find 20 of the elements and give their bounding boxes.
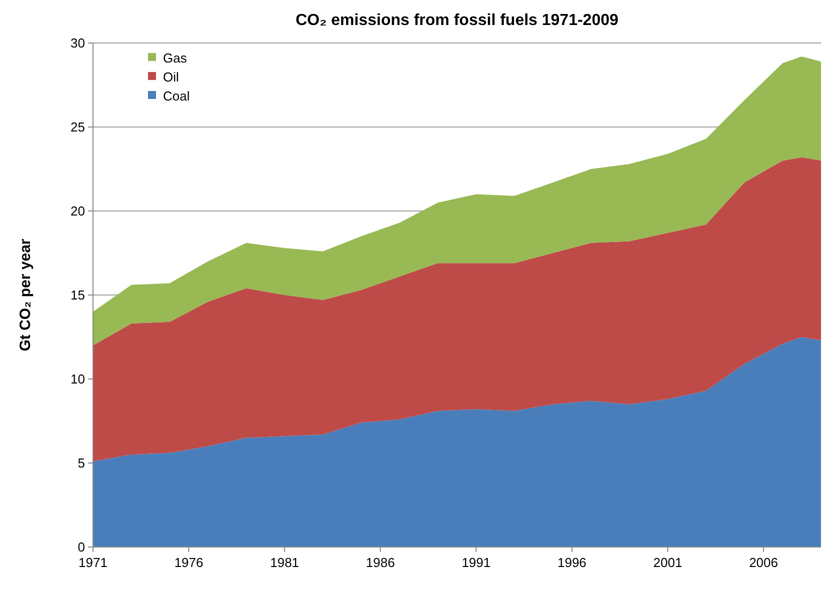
y-tick-label: 0 bbox=[78, 540, 85, 555]
x-tick-label: 1986 bbox=[366, 555, 395, 570]
y-tick-label: 30 bbox=[70, 36, 85, 51]
y-tick-label: 10 bbox=[70, 372, 85, 387]
y-tick-label: 15 bbox=[70, 288, 85, 303]
x-tick-label: 2001 bbox=[653, 555, 682, 570]
x-tick-label: 2006 bbox=[749, 555, 778, 570]
legend-label: Gas bbox=[163, 50, 188, 66]
x-tick-label: 1976 bbox=[174, 555, 204, 570]
y-tick-label: 20 bbox=[70, 204, 85, 219]
y-tick-label: 25 bbox=[70, 120, 85, 135]
x-tick-label: 1996 bbox=[557, 555, 586, 570]
x-tick-label: 1991 bbox=[462, 555, 491, 570]
x-tick-label: 1981 bbox=[270, 555, 300, 570]
x-tick-label: 1971 bbox=[78, 555, 108, 570]
legend-label: Oil bbox=[163, 70, 179, 85]
y-tick-label: 5 bbox=[78, 456, 85, 471]
legend-label: Coal bbox=[163, 88, 190, 104]
chart-title: CO₂ emissions from fossil fuels 1971-2009 bbox=[296, 12, 618, 29]
y-axis-title: Gt CO₂ per year bbox=[17, 238, 34, 352]
